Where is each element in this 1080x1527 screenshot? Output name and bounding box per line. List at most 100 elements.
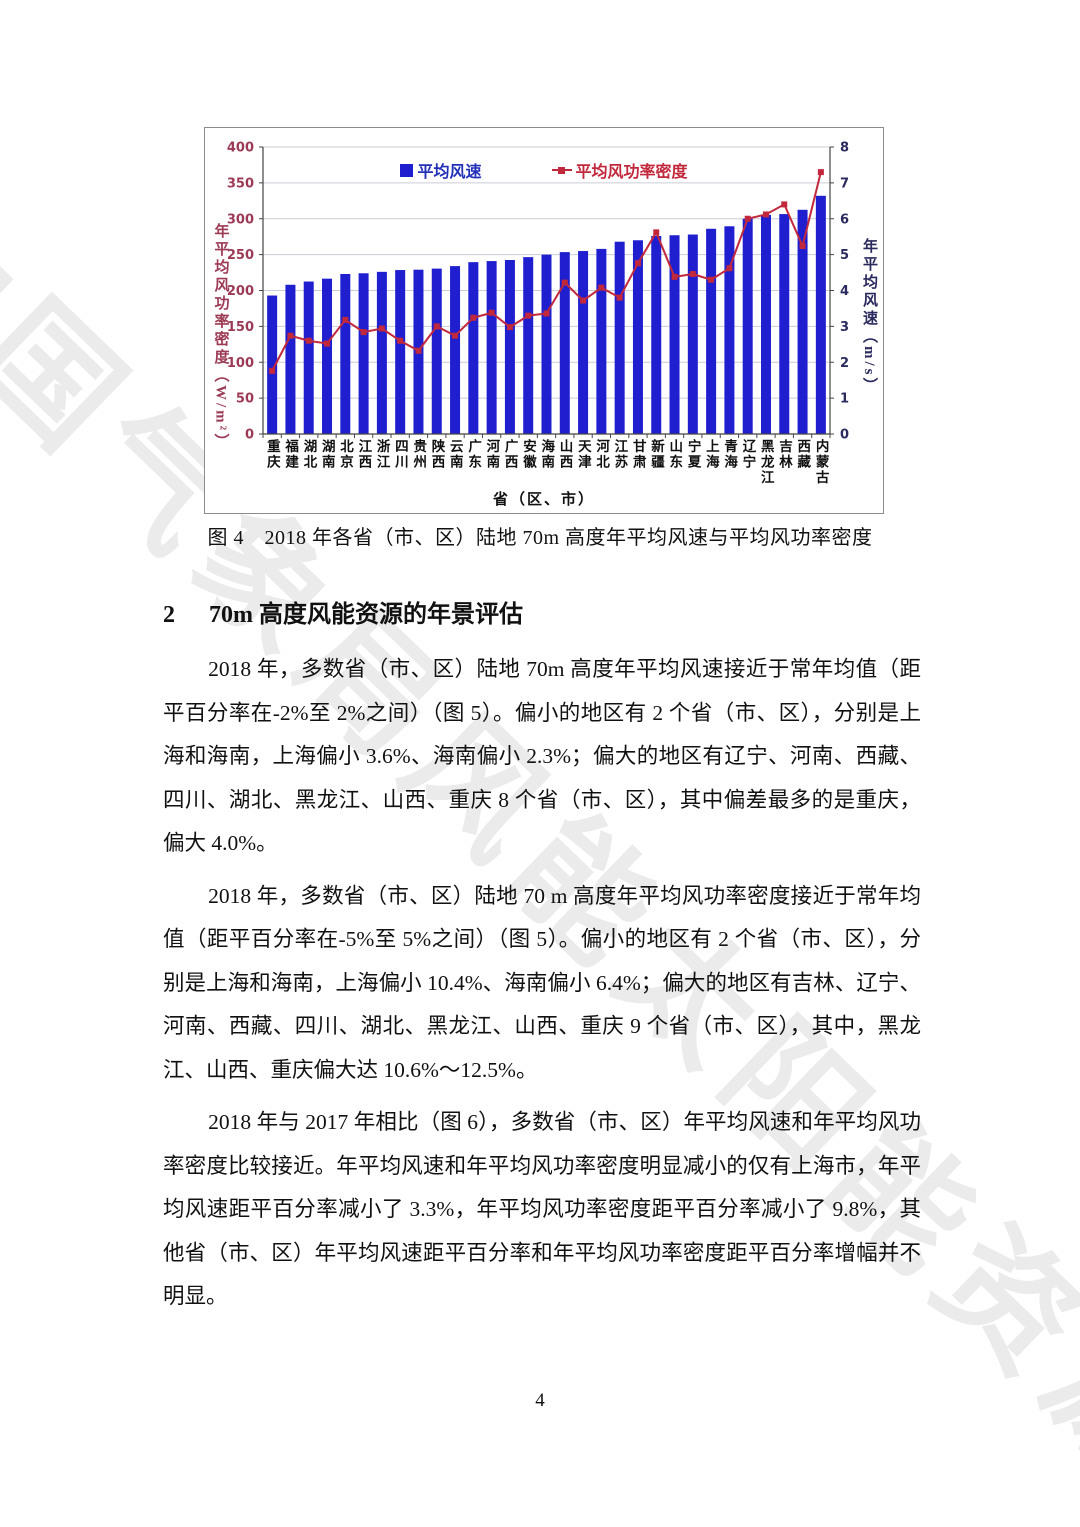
legend-label-wind-speed: 平均风速	[417, 164, 482, 181]
body-text: 2018 年，多数省（市、区）陆地 70m 高度年平均风速接近于常年均值（距平百…	[163, 648, 921, 1328]
svg-text:4: 4	[840, 284, 849, 299]
marker-贵州	[415, 347, 422, 354]
svg-text:0: 0	[840, 428, 849, 443]
bars-series-wind-speed	[267, 195, 826, 434]
bar-山东	[669, 235, 680, 434]
axes	[259, 146, 834, 438]
legend-item-power-density: 平均风功率密度	[551, 158, 688, 182]
svg-text:250: 250	[227, 248, 254, 263]
svg-text:300: 300	[227, 212, 254, 227]
marker-重庆	[269, 367, 276, 374]
bar-辽宁	[742, 218, 753, 434]
section-title: 70m 高度风能资源的年景评估	[209, 602, 523, 628]
marker-海南	[543, 310, 550, 317]
bar-重庆	[267, 295, 278, 434]
marker-西藏	[799, 243, 806, 250]
chart-canvas: 0 50 100 150 200 250 300 350 400 0 1 2 3 4 5 6 7 8	[227, 141, 849, 443]
bar-云南	[450, 266, 461, 434]
marker-山东	[671, 273, 678, 280]
paragraph-1: 2018 年，多数省（市、区）陆地 70m 高度年平均风速接近于常年均值（距平百…	[163, 657, 921, 855]
bar-黑龙江	[760, 214, 771, 434]
marker-内蒙古	[817, 169, 824, 176]
marker-陕西	[433, 323, 440, 330]
legend-label-power-density: 平均风功率密度	[575, 164, 688, 181]
marker-吉林	[781, 201, 788, 208]
left-tick-labels: 0 50 100 150 200 250 300 350 400	[227, 141, 254, 443]
line-marker-square	[557, 166, 565, 174]
marker-湖南	[324, 340, 331, 347]
marker-山西	[561, 279, 568, 286]
bar-广东	[468, 262, 479, 434]
bar-江西	[358, 273, 369, 434]
marker-浙江	[378, 325, 385, 332]
svg-text:5: 5	[840, 248, 849, 263]
bar-内蒙古	[815, 195, 826, 434]
right-axis-title: 年平均风速（m/s）	[861, 238, 877, 396]
marker-上海	[708, 276, 715, 283]
bar-海南	[541, 254, 552, 434]
svg-text:6: 6	[840, 212, 849, 227]
svg-text:400: 400	[227, 141, 254, 156]
marker-湖北	[305, 337, 312, 344]
bar-湖北	[303, 281, 314, 434]
svg-text:350: 350	[227, 176, 254, 191]
bar-吉林	[779, 214, 790, 434]
svg-text:0: 0	[245, 428, 254, 443]
bar-北京	[340, 273, 351, 434]
bar-江苏	[614, 241, 625, 434]
bar-天津	[578, 251, 589, 434]
section-number: 2	[163, 602, 175, 628]
bar-新疆	[651, 235, 662, 434]
bar-福建	[285, 284, 296, 434]
bar-河南	[486, 261, 497, 434]
chart-legend: 平均风速 平均风功率密度	[205, 158, 883, 182]
bar-河北	[596, 248, 607, 434]
x-axis-title: 省（区、市）	[492, 492, 595, 508]
marker-安徽	[525, 312, 532, 319]
marker-天津	[580, 297, 587, 304]
bar-上海	[706, 228, 717, 434]
line-series-power-density	[269, 169, 824, 374]
figure-4-chart: 0 50 100 150 200 250 300 350 400 0 1 2 3 4 5 6 7 8 平均风速 平…	[204, 127, 884, 514]
bar-山西	[559, 252, 570, 434]
marker-四川	[397, 337, 404, 344]
marker-甘肃	[634, 260, 641, 267]
bar-swatch-icon	[400, 163, 414, 177]
svg-text:50: 50	[236, 392, 254, 407]
marker-辽宁	[744, 215, 751, 222]
left-axis-title: 年平均风功率密度（W/m²）	[212, 223, 229, 452]
marker-云南	[452, 332, 459, 339]
marker-河南	[488, 309, 495, 316]
bar-广西	[504, 260, 515, 434]
legend-item-wind-speed: 平均风速	[400, 158, 482, 182]
svg-text:150: 150	[227, 320, 254, 335]
marker-宁夏	[689, 270, 696, 277]
marker-北京	[342, 316, 349, 323]
marker-广西	[506, 324, 513, 331]
page-number: 4	[535, 1390, 545, 1411]
marker-广东	[470, 314, 477, 321]
svg-text:2: 2	[840, 356, 849, 371]
marker-青海	[726, 265, 733, 272]
bar-青海	[724, 226, 735, 434]
svg-text:8: 8	[840, 141, 849, 156]
bar-陕西	[431, 268, 442, 434]
paragraph-3: 2018 年与 2017 年相比（图 6），多数省（市、区）年平均风速和年平均风…	[163, 1110, 921, 1308]
bar-甘肃	[632, 240, 643, 434]
bar-安徽	[523, 257, 534, 434]
bar-宁夏	[687, 234, 698, 434]
right-tick-labels: 0 1 2 3 4 5 6 7 8	[840, 141, 849, 443]
marker-河北	[598, 284, 605, 291]
bar-西藏	[797, 209, 808, 434]
figure-caption: 图 4 2018 年各省（市、区）陆地 70m 高度年平均风速与平均风功率密度	[207, 527, 873, 549]
marker-江苏	[616, 294, 623, 301]
marker-新疆	[653, 229, 660, 236]
section-heading: 2 70m 高度风能资源的年景评估	[163, 594, 943, 629]
marker-黑龙江	[762, 211, 769, 218]
svg-text:200: 200	[227, 284, 254, 299]
paragraph-2: 2018 年，多数省（市、区）陆地 70 m 高度年平均风功率密度接近于常年均值…	[163, 883, 921, 1082]
marker-江西	[360, 329, 367, 336]
svg-text:3: 3	[840, 320, 849, 335]
line-marker-icon	[551, 166, 572, 175]
